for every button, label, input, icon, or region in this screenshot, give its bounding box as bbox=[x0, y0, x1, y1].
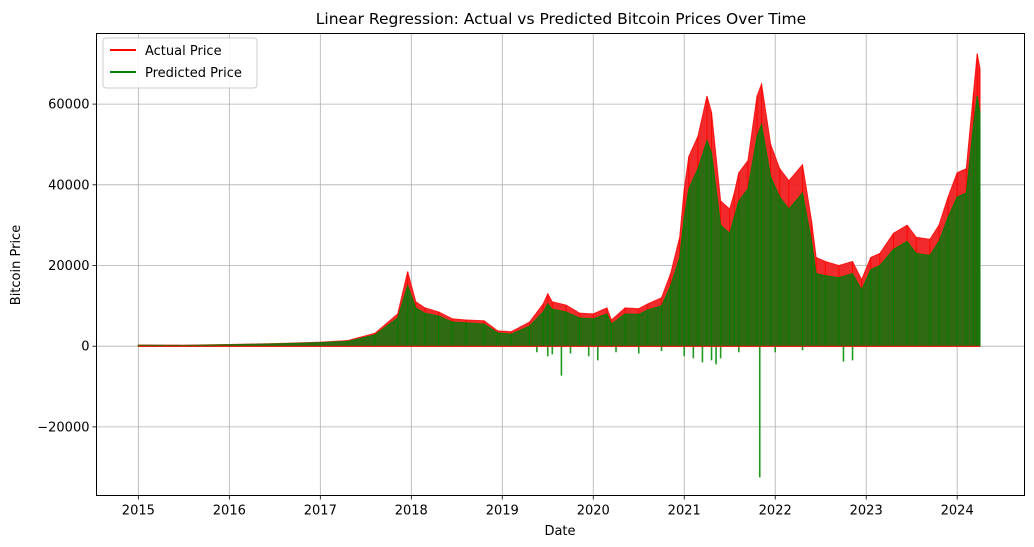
x-tick-label: 2024 bbox=[941, 504, 974, 519]
legend-box bbox=[102, 37, 258, 89]
x-tick-label: 2021 bbox=[668, 504, 701, 519]
x-axis-ticks: 2015 2016 2017 2018 2019 2020 2021 2022 2023 2024 bbox=[122, 495, 974, 519]
plot-frame bbox=[96, 33, 1025, 496]
legend-label-actual: Actual Price bbox=[145, 44, 222, 59]
chart-title: Linear Regression: Actual vs Predicted B… bbox=[316, 10, 806, 28]
data-layer bbox=[137, 53, 981, 478]
series-predicted-price bbox=[137, 95, 981, 478]
legend: Actual Price Predicted Price bbox=[102, 37, 258, 89]
y-axis-ticks: −20000 0 20000 40000 60000 bbox=[37, 98, 97, 435]
y-tick-label: 20000 bbox=[48, 259, 89, 274]
x-tick-label: 2016 bbox=[213, 504, 246, 519]
x-tick-label: 2017 bbox=[304, 504, 337, 519]
x-tick-label: 2015 bbox=[122, 504, 155, 519]
y-tick-label: 0 bbox=[81, 340, 89, 355]
x-tick-label: 2023 bbox=[850, 504, 883, 519]
y-tick-label: −20000 bbox=[37, 420, 89, 435]
x-tick-label: 2019 bbox=[486, 504, 519, 519]
legend-label-predicted: Predicted Price bbox=[145, 66, 242, 81]
x-axis-label: Date bbox=[544, 524, 575, 539]
x-tick-label: 2022 bbox=[759, 504, 792, 519]
x-tick-label: 2018 bbox=[395, 504, 428, 519]
y-axis-label: Bitcoin Price bbox=[9, 225, 24, 305]
x-tick-label: 2020 bbox=[577, 504, 610, 519]
y-tick-label: 60000 bbox=[48, 98, 89, 113]
y-tick-label: 40000 bbox=[48, 178, 89, 193]
predicted-price-line bbox=[137, 95, 981, 347]
